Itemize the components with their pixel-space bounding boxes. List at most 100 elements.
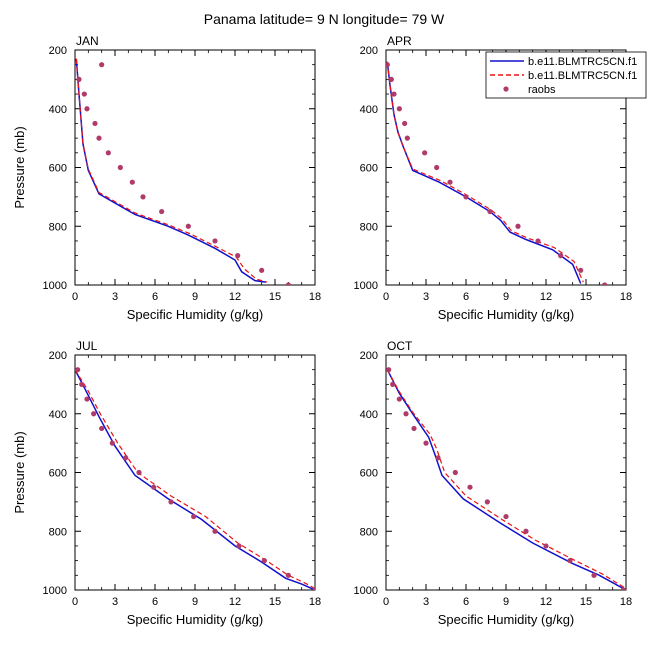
legend-marker	[503, 86, 509, 92]
data-area	[75, 58, 291, 285]
raobs-point	[591, 572, 597, 578]
model-line-dashed	[75, 369, 315, 590]
raobs-point	[105, 150, 111, 156]
raobs-point	[484, 499, 490, 505]
raobs-point	[212, 238, 218, 244]
panel-jul: 0 3 6 9 12 15 18 200 400 600 800 1000 JUL Specific Hu…	[12, 339, 321, 627]
raobs-point	[558, 253, 564, 259]
raobs-point	[467, 484, 473, 490]
raobs-point	[435, 455, 441, 461]
legend-label: raobs	[528, 84, 556, 96]
y-tick-label: 800	[360, 526, 378, 538]
plot-frame	[74, 49, 316, 286]
x-axis-label: Specific Humidity (g/kg)	[438, 612, 575, 627]
panel-apr: 0 3 6 9 12 15 18 200 400 600 800 1000 APR Specific Hu…	[354, 34, 633, 322]
raobs-point	[578, 267, 584, 273]
raobs-point	[75, 367, 81, 373]
raobs-point	[523, 528, 529, 534]
x-tick-label: 9	[503, 291, 509, 303]
model-line-dashed	[75, 58, 268, 283]
y-axis-label: Pressure (mb)	[12, 126, 27, 208]
x-axis-label: Specific Humidity (g/kg)	[127, 307, 264, 322]
x-tick-label: 9	[192, 291, 198, 303]
raobs-point	[84, 106, 90, 112]
legend-box	[485, 51, 647, 99]
raobs-point	[236, 543, 242, 549]
raobs-point	[515, 223, 521, 229]
panel-jan: 0 3 6 9 12 15 18 200 400 600 800 1000 JAN Specific Hu…	[12, 34, 321, 322]
raobs-point	[463, 194, 469, 200]
raobs-point	[388, 76, 394, 82]
y-tick-label: 200	[49, 350, 67, 362]
raobs-point	[96, 135, 102, 141]
x-tick-label: 18	[620, 291, 632, 303]
panel-title: JUL	[76, 339, 98, 353]
x-tick-label: 12	[229, 596, 241, 608]
x-tick-label: 15	[269, 291, 281, 303]
x-tick-label: 12	[229, 291, 241, 303]
raobs-point	[235, 253, 241, 259]
raobs-point	[117, 164, 123, 171]
raobs-point	[620, 587, 626, 590]
legend: b.e11.BLMTRC5CN.f1 b.e11.BLMTRC5CN.f1 raob…	[485, 51, 647, 99]
raobs-point	[99, 425, 105, 432]
raobs-point	[92, 120, 98, 127]
panel-title: JAN	[76, 34, 99, 48]
x-tick-label: 6	[463, 291, 469, 303]
x-tick-label: 3	[112, 596, 118, 608]
data-area	[386, 61, 608, 285]
raobs-point	[402, 120, 408, 127]
y-tick-label: 800	[49, 526, 67, 538]
raobs-point	[76, 76, 82, 82]
x-tick-label: 0	[72, 291, 78, 303]
x-axis-label: Specific Humidity (g/kg)	[438, 307, 575, 322]
raobs-point	[390, 381, 396, 387]
raobs-point	[535, 238, 541, 244]
plot-frame	[74, 354, 316, 591]
raobs-point	[386, 367, 392, 373]
raobs-point	[403, 411, 409, 417]
legend-label: b.e11.BLMTRC5CN.f1	[528, 70, 637, 82]
x-tick-label: 0	[383, 596, 389, 608]
x-tick-label: 9	[503, 596, 509, 608]
raobs-point	[91, 411, 97, 417]
model-line-solid	[386, 369, 626, 590]
raobs-point	[81, 91, 87, 97]
raobs-point	[487, 208, 493, 215]
x-tick-label: 3	[423, 596, 429, 608]
raobs-point	[567, 558, 573, 564]
raobs-point	[423, 440, 429, 446]
x-tick-label: 3	[423, 291, 429, 303]
y-tick-label: 800	[49, 221, 67, 233]
y-tick-label: 1000	[354, 585, 378, 597]
plot-frame	[385, 354, 627, 591]
x-tick-label: 6	[463, 596, 469, 608]
model-line-solid	[75, 369, 315, 590]
panel-title: APR	[387, 34, 412, 48]
y-tick-label: 1000	[43, 280, 67, 292]
raobs-point	[404, 135, 410, 141]
x-tick-label: 15	[269, 596, 281, 608]
x-tick-label: 0	[72, 596, 78, 608]
y-tick-label: 400	[360, 409, 378, 421]
x-tick-label: 15	[580, 291, 592, 303]
model-line-solid	[75, 58, 266, 283]
raobs-point	[140, 194, 146, 200]
x-tick-label: 18	[309, 596, 321, 608]
y-tick-label: 600	[360, 163, 378, 175]
raobs-point	[159, 208, 165, 215]
raobs-point	[391, 91, 397, 97]
x-tick-label: 0	[383, 291, 389, 303]
raobs-point	[259, 267, 265, 273]
data-area	[386, 367, 626, 590]
raobs-point	[434, 164, 440, 171]
raobs-point	[602, 282, 608, 285]
y-tick-label: 200	[49, 45, 67, 57]
raobs-point	[109, 440, 115, 446]
raobs-point	[285, 282, 291, 285]
x-tick-label: 12	[540, 596, 552, 608]
data-area	[75, 367, 315, 590]
y-tick-label: 600	[360, 468, 378, 480]
raobs-point	[543, 543, 549, 549]
model-line-dashed	[386, 369, 626, 590]
